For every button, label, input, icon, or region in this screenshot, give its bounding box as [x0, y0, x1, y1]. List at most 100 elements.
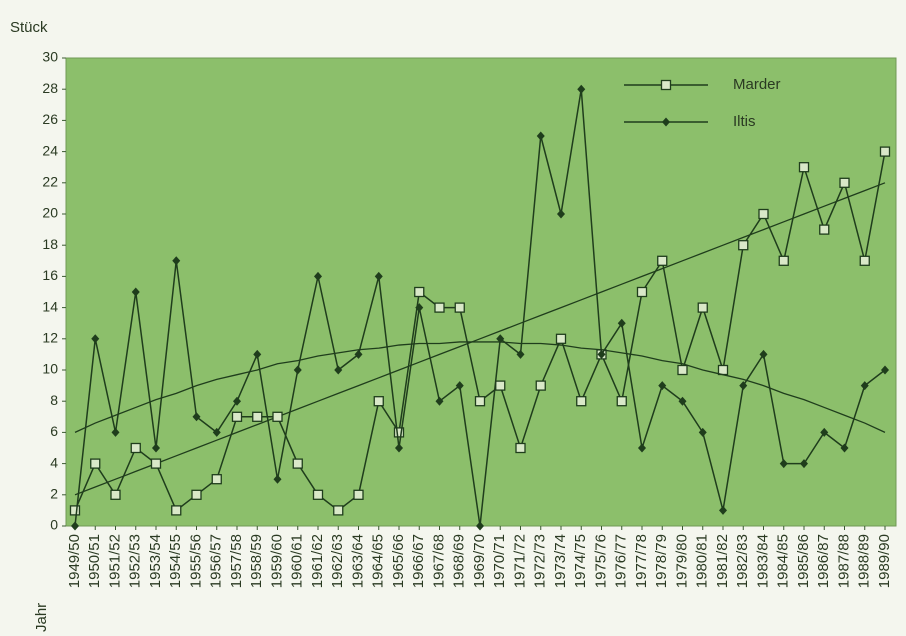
x-tick-label: 1962/63 [329, 534, 346, 588]
y-tick-label: 24 [42, 142, 58, 158]
x-tick-label: 1989/90 [876, 534, 893, 588]
point [759, 349, 768, 359]
trend-line [74, 341, 886, 433]
x-tick-label: 1968/69 [451, 534, 468, 588]
x-tick-label: 1988/89 [856, 534, 873, 588]
point [192, 412, 201, 422]
point [110, 489, 121, 500]
point [354, 349, 363, 359]
x-tick-label: 1969/70 [471, 534, 488, 588]
point [658, 381, 667, 391]
x-tick-label: 1987/88 [835, 534, 852, 588]
point [840, 443, 849, 453]
point [171, 505, 182, 516]
y-tick-label: 18 [42, 236, 58, 252]
point [496, 334, 505, 344]
x-tick-label: 1951/52 [106, 534, 123, 588]
y-tick-label: 8 [50, 392, 58, 408]
point [698, 427, 707, 437]
x-tick-label: 1983/84 [754, 534, 771, 588]
point [253, 349, 262, 359]
x-axis-label: Jahr [33, 603, 50, 632]
legend-label: Iltis [733, 113, 756, 130]
point [881, 365, 889, 375]
point [69, 505, 81, 516]
x-tick-label: 1979/80 [673, 534, 690, 588]
x-tick-label: 1975/76 [592, 534, 609, 588]
x-tick-label: 1984/85 [775, 534, 792, 588]
point [800, 459, 808, 469]
point [434, 302, 445, 313]
point [719, 505, 727, 515]
y-tick-label: 2 [50, 486, 58, 502]
point [374, 271, 383, 281]
point [455, 381, 464, 391]
point [131, 287, 140, 297]
point [577, 84, 586, 94]
plot-area [65, 57, 897, 527]
point [535, 380, 546, 391]
point [662, 117, 670, 127]
x-tick-label: 1980/81 [694, 534, 711, 588]
point [636, 286, 648, 298]
point [859, 255, 870, 266]
legend-label: Marder [733, 76, 781, 93]
point [839, 177, 850, 188]
point [91, 334, 100, 344]
y-tick-label: 10 [42, 361, 58, 377]
point [435, 396, 444, 406]
point [272, 411, 283, 422]
point [678, 396, 687, 406]
point [334, 365, 343, 375]
point [778, 255, 789, 266]
x-tick-label: 1954/55 [167, 534, 184, 588]
point [373, 396, 384, 407]
x-tick-label: 1982/83 [734, 534, 751, 588]
x-tick-label: 1950/51 [86, 534, 103, 588]
x-tick-label: 1985/86 [795, 534, 812, 588]
x-tick-label: 1970/71 [491, 534, 508, 588]
y-tick-label: 6 [50, 423, 58, 439]
point [130, 442, 141, 454]
x-tick-label: 1961/62 [309, 534, 326, 588]
x-tick-label: 1966/67 [410, 534, 427, 588]
x-tick-label: 1955/56 [187, 534, 204, 588]
y-axis-label: Stück [10, 19, 48, 36]
point [576, 396, 587, 407]
point [515, 442, 526, 454]
point [638, 443, 646, 453]
point [393, 427, 405, 438]
x-tick-label: 1960/61 [289, 534, 306, 588]
point [779, 459, 788, 469]
point [211, 474, 222, 485]
y-tick-label: 0 [50, 517, 58, 533]
x-tick-label: 1957/58 [228, 534, 245, 588]
point [557, 209, 565, 219]
point [293, 365, 302, 375]
point [536, 131, 545, 141]
point [273, 474, 282, 484]
y-tick-label: 28 [42, 80, 58, 96]
point [150, 458, 162, 469]
y-tick-label: 14 [42, 298, 58, 314]
x-tick-label: 1959/60 [268, 534, 285, 588]
point [677, 364, 688, 376]
y-tick-label: 30 [42, 49, 58, 65]
point [71, 521, 79, 531]
y-tick-label: 22 [42, 174, 58, 190]
point [292, 458, 303, 469]
point [739, 381, 748, 391]
x-tick-label: 1986/87 [815, 534, 832, 588]
x-tick-label: 1949/50 [66, 534, 83, 588]
point [231, 411, 243, 422]
x-tick-label: 1976/77 [613, 534, 630, 588]
point [879, 146, 891, 157]
point [152, 443, 160, 453]
point [414, 286, 425, 298]
point [597, 349, 606, 359]
y-tick-label: 12 [42, 330, 58, 346]
x-tick-label: 1965/66 [390, 534, 407, 588]
x-tick-label: 1977/78 [633, 534, 650, 588]
point [738, 240, 749, 251]
